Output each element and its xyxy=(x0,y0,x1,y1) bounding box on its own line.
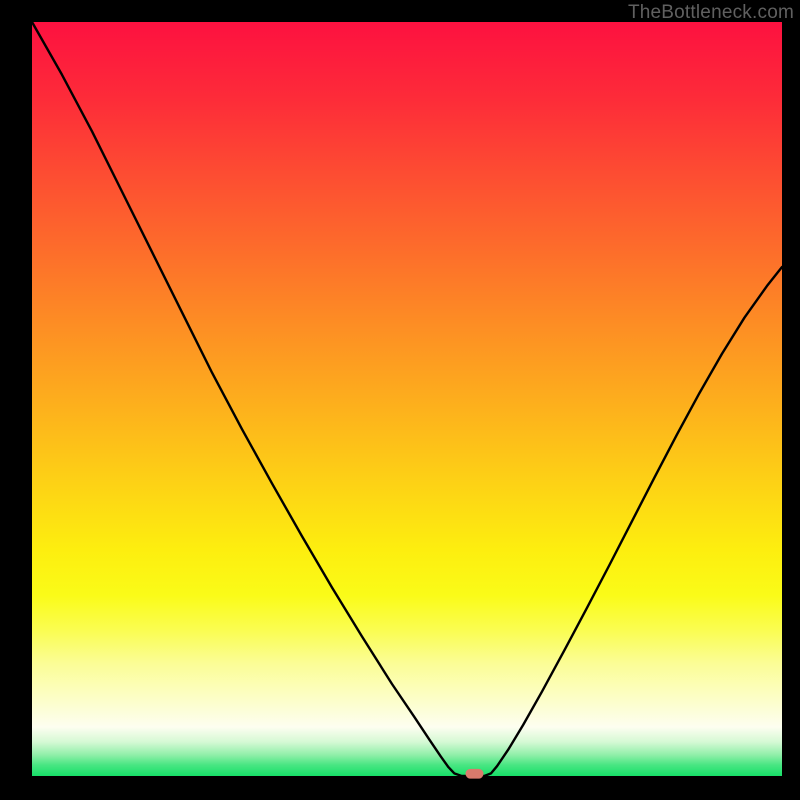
chart-background xyxy=(32,22,782,776)
watermark-label: TheBottleneck.com xyxy=(628,2,794,24)
optimum-marker xyxy=(466,769,484,779)
bottleneck-chart xyxy=(0,0,800,800)
chart-container: TheBottleneck.com xyxy=(0,0,800,800)
